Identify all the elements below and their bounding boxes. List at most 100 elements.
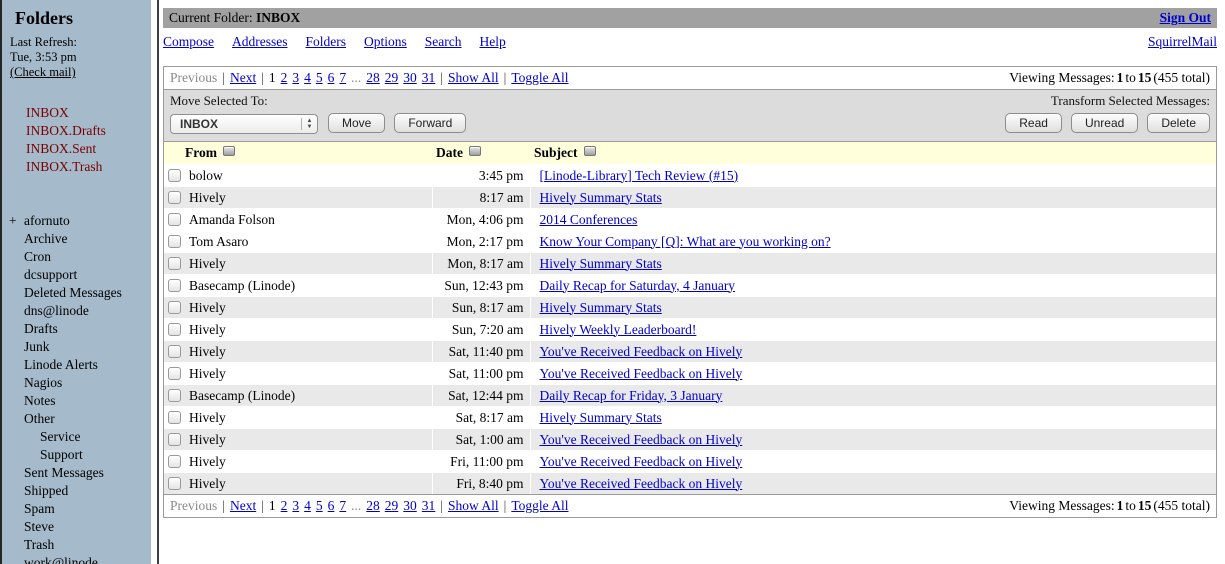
message-checkbox[interactable] bbox=[168, 432, 181, 446]
message-subject-link[interactable]: Hively Summary Stats bbox=[539, 299, 662, 315]
message-subject-link[interactable]: Know Your Company [Q]: What are you work… bbox=[539, 233, 831, 249]
page-link-28[interactable]: 28 bbox=[366, 498, 380, 514]
pagination-next[interactable]: Next bbox=[229, 498, 257, 514]
message-checkbox[interactable] bbox=[168, 454, 181, 468]
page-link-7[interactable]: 7 bbox=[339, 70, 347, 85]
read-button[interactable]: Read bbox=[1005, 113, 1062, 133]
message-checkbox[interactable] bbox=[168, 278, 181, 292]
page-link-2[interactable]: 2 bbox=[280, 70, 288, 85]
message-checkbox[interactable] bbox=[168, 234, 181, 248]
page-link-2[interactable]: 2 bbox=[280, 498, 288, 514]
nav-search[interactable]: Search bbox=[424, 34, 462, 49]
sidebar-mailbox-inbox-drafts[interactable]: INBOX.Drafts bbox=[26, 123, 106, 138]
sidebar-folder-junk[interactable]: Junk bbox=[24, 339, 50, 354]
message-subject-link[interactable]: You've Received Feedback on Hively bbox=[539, 343, 743, 359]
move-button[interactable]: Move bbox=[328, 113, 386, 133]
page-link-31[interactable]: 31 bbox=[421, 70, 436, 85]
sort-subject-icon[interactable] bbox=[583, 146, 596, 157]
message-checkbox[interactable] bbox=[168, 344, 181, 358]
page-link-4[interactable]: 4 bbox=[304, 498, 311, 514]
page-link-28[interactable]: 28 bbox=[366, 70, 380, 85]
message-subject-link[interactable]: You've Received Feedback on Hively bbox=[539, 431, 743, 447]
message-checkbox[interactable] bbox=[168, 410, 181, 424]
message-checkbox[interactable] bbox=[168, 168, 181, 182]
page-link-29[interactable]: 29 bbox=[384, 498, 399, 514]
message-subject-link[interactable]: Hively Summary Stats bbox=[539, 189, 662, 205]
sidebar-folder-service[interactable]: Service bbox=[40, 429, 81, 444]
show-all-link[interactable]: Show All bbox=[447, 70, 499, 85]
message-checkbox[interactable] bbox=[168, 300, 181, 314]
folder-expand-toggle[interactable]: + bbox=[9, 213, 17, 228]
column-header-date: Date bbox=[436, 145, 463, 161]
check-mail-link[interactable]: (Check mail) bbox=[10, 65, 76, 79]
move-to-select[interactable]: INBOX ▲ ▼ bbox=[170, 114, 318, 135]
message-checkbox[interactable] bbox=[168, 366, 181, 380]
sidebar-folder-trash[interactable]: Trash bbox=[24, 537, 55, 552]
nav-help[interactable]: Help bbox=[479, 34, 506, 49]
page-link-3[interactable]: 3 bbox=[292, 70, 300, 85]
page-link-29[interactable]: 29 bbox=[384, 70, 399, 85]
sidebar-folder-support[interactable]: Support bbox=[40, 447, 83, 462]
message-checkbox[interactable] bbox=[168, 476, 181, 490]
squirrelmail-link[interactable]: SquirrelMail bbox=[1148, 34, 1217, 49]
sidebar-folder-other[interactable]: Other bbox=[24, 411, 55, 426]
sidebar-folder-sent-messages[interactable]: Sent Messages bbox=[24, 465, 104, 480]
nav-compose[interactable]: Compose bbox=[163, 34, 215, 49]
page-link-6[interactable]: 6 bbox=[327, 498, 335, 514]
page-link-30[interactable]: 30 bbox=[403, 498, 417, 514]
sidebar-folder-shipped[interactable]: Shipped bbox=[24, 483, 69, 498]
message-subject-link[interactable]: You've Received Feedback on Hively bbox=[539, 453, 743, 469]
sort-from-icon[interactable] bbox=[223, 146, 235, 157]
nav-addresses[interactable]: Addresses bbox=[232, 34, 288, 49]
message-subject-link[interactable]: You've Received Feedback on Hively bbox=[539, 365, 743, 381]
message-checkbox[interactable] bbox=[168, 388, 181, 402]
sidebar-folder-linode-alerts[interactable]: Linode Alerts bbox=[24, 357, 98, 372]
message-checkbox[interactable] bbox=[168, 322, 181, 336]
message-subject-link[interactable]: Hively Weekly Leaderboard! bbox=[539, 321, 697, 337]
sidebar-folder-deleted-messages[interactable]: Deleted Messages bbox=[24, 285, 122, 300]
toggle-all-link[interactable]: Toggle All bbox=[511, 498, 569, 514]
sidebar-mailbox-inbox-sent[interactable]: INBOX.Sent bbox=[26, 141, 97, 156]
nav-options[interactable]: Options bbox=[364, 34, 407, 49]
sidebar-folder-work-linode[interactable]: work@linode bbox=[24, 555, 98, 564]
sidebar-folder-drafts[interactable]: Drafts bbox=[24, 321, 58, 336]
message-subject-link[interactable]: 2014 Conferences bbox=[539, 211, 638, 227]
sidebar-folder-afornuto[interactable]: afornuto bbox=[24, 213, 70, 228]
page-link-30[interactable]: 30 bbox=[403, 70, 417, 85]
message-checkbox[interactable] bbox=[168, 190, 181, 204]
unread-button[interactable]: Unread bbox=[1070, 113, 1139, 133]
message-subject-link[interactable]: Hively Summary Stats bbox=[539, 409, 662, 425]
page-link-7[interactable]: 7 bbox=[339, 498, 347, 514]
message-checkbox[interactable] bbox=[168, 256, 181, 270]
sidebar-folder-archive[interactable]: Archive bbox=[24, 231, 68, 246]
message-subject-link[interactable]: Hively Summary Stats bbox=[539, 255, 662, 271]
delete-button[interactable]: Delete bbox=[1147, 113, 1210, 133]
forward-button[interactable]: Forward bbox=[394, 113, 467, 133]
sidebar-folder-dcsupport[interactable]: dcsupport bbox=[24, 267, 78, 282]
message-subject-link[interactable]: Daily Recap for Saturday, 4 January bbox=[539, 277, 736, 293]
sidebar-folder-spam[interactable]: Spam bbox=[24, 501, 55, 516]
toggle-all-link[interactable]: Toggle All bbox=[511, 70, 569, 85]
sidebar-folder-cron[interactable]: Cron bbox=[24, 249, 51, 264]
page-link-5[interactable]: 5 bbox=[315, 498, 323, 514]
sidebar-folder-nagios[interactable]: Nagios bbox=[24, 375, 63, 390]
message-subject-link[interactable]: [Linode-Library] Tech Review (#15) bbox=[539, 167, 739, 183]
sidebar-folder-steve[interactable]: Steve bbox=[24, 519, 54, 534]
page-link-3[interactable]: 3 bbox=[292, 498, 300, 514]
sidebar-mailbox-inbox[interactable]: INBOX bbox=[26, 105, 69, 120]
sidebar-mailbox-inbox-trash[interactable]: INBOX.Trash bbox=[26, 159, 103, 174]
page-link-5[interactable]: 5 bbox=[315, 70, 323, 85]
sign-out-link[interactable]: Sign Out bbox=[1159, 10, 1211, 25]
sort-date-icon[interactable] bbox=[469, 146, 481, 157]
sidebar-folder-dns-linode[interactable]: dns@linode bbox=[24, 303, 89, 318]
page-link-4[interactable]: 4 bbox=[304, 70, 311, 85]
show-all-link[interactable]: Show All bbox=[447, 498, 499, 514]
pagination-next[interactable]: Next bbox=[229, 70, 257, 85]
nav-folders[interactable]: Folders bbox=[305, 34, 347, 49]
message-subject-link[interactable]: Daily Recap for Friday, 3 January bbox=[539, 387, 723, 403]
message-checkbox[interactable] bbox=[168, 212, 181, 226]
page-link-31[interactable]: 31 bbox=[421, 498, 436, 514]
page-link-6[interactable]: 6 bbox=[327, 70, 335, 85]
sidebar-folder-notes[interactable]: Notes bbox=[24, 393, 56, 408]
message-subject-link[interactable]: You've Received Feedback on Hively bbox=[539, 475, 743, 491]
